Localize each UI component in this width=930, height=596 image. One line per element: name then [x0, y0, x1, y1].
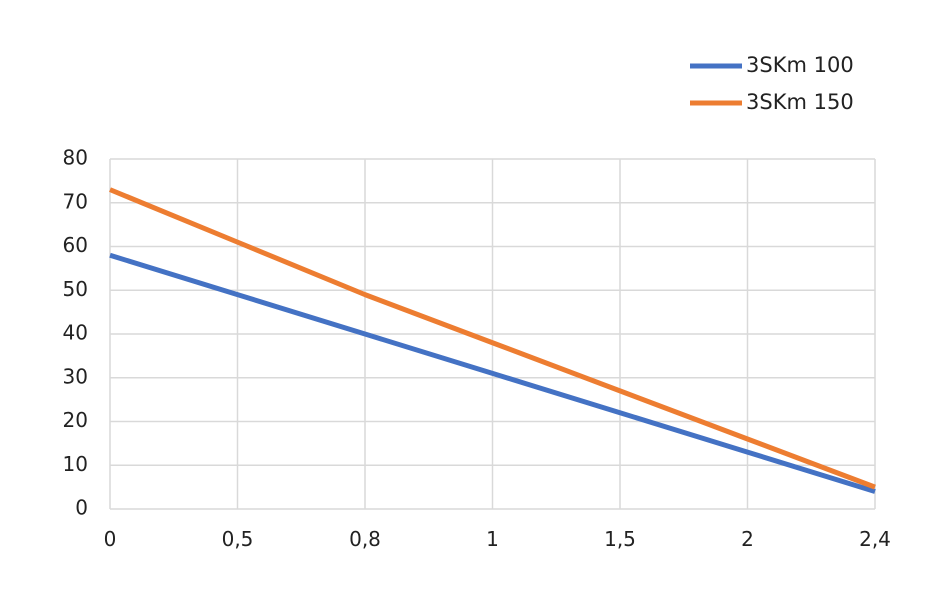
x-tick-label: 2,4 — [859, 527, 891, 551]
y-axis-tick-labels: 0 10 20 30 40 50 60 70 80 — [63, 146, 88, 520]
x-tick-label: 2 — [741, 527, 754, 551]
y-tick-label: 30 — [63, 364, 88, 388]
x-axis-tick-labels: 0 0,5 0,8 1 1,5 2 2,4 — [104, 527, 891, 551]
y-tick-label: 70 — [63, 189, 88, 213]
x-tick-label: 0,5 — [222, 527, 254, 551]
x-tick-label: 1 — [486, 527, 499, 551]
legend-label: 3SKm 100 — [746, 53, 854, 77]
y-tick-label: 50 — [63, 277, 88, 301]
y-tick-label: 0 — [75, 496, 88, 520]
y-tick-label: 80 — [63, 146, 88, 170]
legend-label: 3SKm 150 — [746, 90, 854, 114]
grid — [109, 158, 876, 510]
x-tick-label: 0,8 — [349, 527, 381, 551]
series-lines — [109, 187, 876, 494]
x-tick-label: 1,5 — [604, 527, 636, 551]
legend: 3SKm 100 3SKm 150 — [690, 53, 854, 114]
y-tick-label: 40 — [63, 321, 88, 345]
x-tick-label: 0 — [104, 527, 117, 551]
y-tick-label: 20 — [63, 408, 88, 432]
y-tick-label: 10 — [63, 452, 88, 476]
y-tick-label: 60 — [63, 233, 88, 257]
